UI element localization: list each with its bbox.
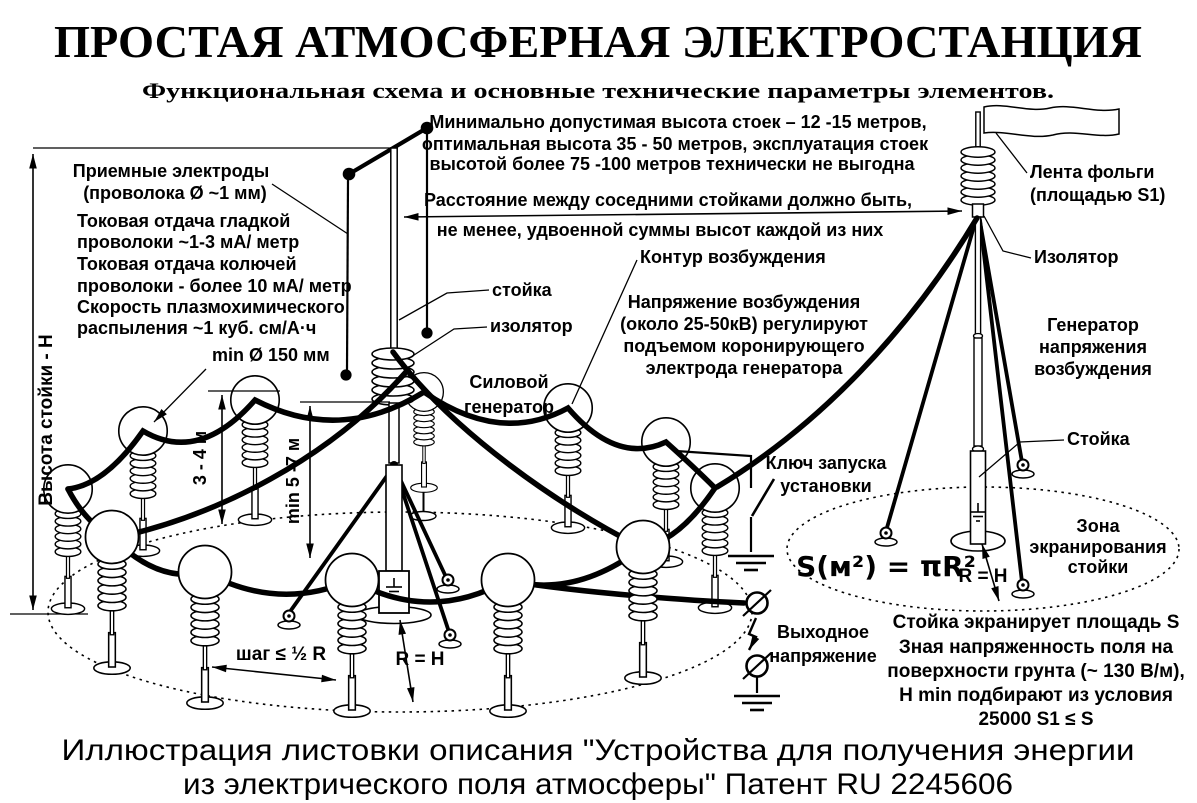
excitation-loop-label: Контур возбуждения	[640, 247, 826, 267]
receiving-electrodes-line2: (проволока Ø ~1 мм)	[83, 183, 267, 203]
page-title: ПРОСТАЯ АТМОСФЕРНАЯ ЭЛЕКТРОСТАНЦИЯ	[54, 16, 1142, 67]
step-label: шаг ≤ ½ R	[236, 644, 326, 665]
excitation-voltage-line1: Напряжение возбуждения	[628, 292, 860, 312]
cross-cable	[390, 349, 644, 550]
step-arrow	[211, 664, 337, 683]
foil-ribbon	[983, 104, 1120, 138]
radius-right-arrow	[981, 543, 1000, 602]
radius-center-arrow	[398, 619, 415, 703]
screening-zone-line1: Зона	[1076, 516, 1120, 536]
mast-label: стойка	[492, 280, 553, 300]
radius-center-label: R = H	[395, 649, 444, 670]
excitation-voltage-line4: электрода генератора	[646, 358, 844, 378]
output-voltage-line2: напряжение	[769, 646, 877, 666]
label-leaders	[271, 132, 1065, 478]
excitation-voltage-line3: подъемом коронирующего	[623, 336, 864, 356]
excitation-cable	[714, 215, 980, 490]
min-diameter-leader	[153, 368, 207, 423]
mast-right-label: Стойка	[1067, 429, 1131, 449]
screening-note-line4: H min подбирают из условия	[899, 685, 1173, 706]
radius-right-label: R = H	[958, 566, 1007, 587]
output-voltage-line1: Выходное	[777, 622, 869, 642]
output-cable	[507, 578, 747, 606]
wire-params-line3: Токовая отдача колючей	[77, 254, 297, 274]
screening-note-line2: Зная напряженность поля на	[899, 637, 1174, 658]
lightning-arrow	[747, 617, 760, 651]
wire-params-line4: проволоки - более 10 мА/ метр	[77, 276, 352, 296]
cross-cable	[111, 369, 409, 541]
dim-3-4-label: 3 - 4 м	[190, 431, 210, 485]
page-subtitle: Функциональная схема и основные техничес…	[142, 78, 1054, 103]
central-mast	[277, 121, 462, 649]
heights-note-line1: Минимально допустимая высота стоек – 12 …	[429, 112, 926, 132]
insulator-label: изолятор	[490, 316, 573, 336]
excitation-voltage-line2: (около 25-50кВ) регулируют	[620, 314, 868, 334]
caption-line2: из электрического поля атмосферы" Патент…	[183, 768, 1013, 801]
min-diameter-label: min Ø 150 мм	[212, 345, 330, 365]
caption-line1: Иллюстрация листовки описания "Устройств…	[62, 734, 1135, 767]
mast-height-label: Высота стойки - H	[36, 334, 57, 506]
excitation-generator-line2: напряжения	[1039, 337, 1147, 357]
wire-params-line1: Токовая отдача гладкой	[77, 211, 290, 231]
wire-params-line6: распыления ~1 куб. см/А·ч	[77, 318, 316, 338]
excitation-generator-line3: возбуждения	[1034, 359, 1152, 379]
power-generator-line1: Силовой	[469, 372, 548, 392]
area-formula: S(м²) = πR²	[796, 550, 976, 583]
screening-note-line5: 25000 S1 ≤ S	[978, 709, 1093, 730]
output-terminals	[732, 589, 782, 712]
screening-zone-ellipse	[786, 486, 1180, 612]
heights-note-line3: высотой более 75 -100 метров технически …	[429, 154, 915, 174]
dimension-arrows	[153, 207, 1000, 703]
start-key-line2: установки	[780, 476, 871, 496]
power-generator-line2: генератор	[464, 397, 554, 417]
distance-arrow	[403, 207, 963, 221]
foil-label-line1: Лента фольги	[1030, 162, 1154, 182]
distance-note-line1: Расстояние между соседними стойками долж…	[424, 190, 912, 210]
screening-zone-line3: стойки	[1068, 557, 1129, 577]
wire-params-line2: проволоки ~1-3 мА/ метр	[77, 232, 299, 252]
start-key-circuit	[675, 449, 776, 572]
insulator-right-label: Изолятор	[1034, 247, 1119, 267]
screening-zone-line2: экранирования	[1029, 537, 1166, 557]
excitation-generator-line1: Генератор	[1047, 315, 1139, 335]
screening-note-line1: Стойка экранирует площадь S	[893, 612, 1180, 633]
wire-params-line5: Скорость плазмохимического	[77, 297, 345, 317]
receiving-electrode-wire	[345, 179, 350, 371]
distance-note-line2: не менее, удвоенной суммы высот каждой и…	[437, 220, 884, 240]
mast-insulator-stack	[960, 146, 996, 206]
heights-note-line2: оптимальная высота 35 - 50 метров, экспл…	[422, 134, 929, 154]
dim-min-5-7-label: min 5 -7 м	[283, 438, 303, 524]
screening-note-line3: поверхности грунта (~ 130 В/м),	[887, 661, 1184, 682]
switch-blade	[750, 478, 776, 517]
foil-label-line2: (площадью S1)	[1030, 185, 1165, 205]
start-key-line1: Ключ запуска	[766, 453, 888, 473]
receiving-electrodes-line1: Приемные электроды	[73, 161, 269, 181]
